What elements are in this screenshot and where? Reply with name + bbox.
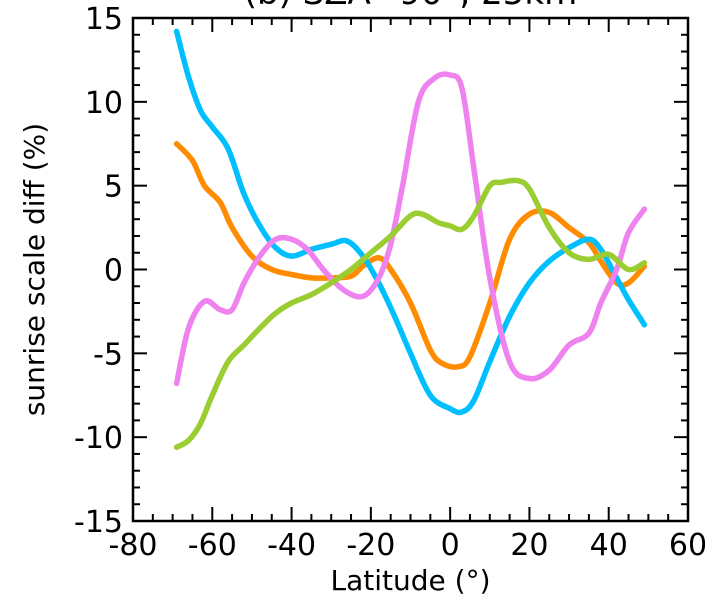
x-tick-label: 0 — [441, 528, 460, 563]
x-tick-label: 40 — [590, 528, 628, 563]
series-layer — [173, 28, 648, 450]
chart-title: (b) SZA=90°, 25km — [244, 0, 578, 13]
x-tick-label: 60 — [669, 528, 707, 563]
y-tick-label: 15 — [85, 2, 123, 37]
y-tick-label: -15 — [74, 505, 123, 540]
x-tick-label: -40 — [267, 528, 316, 563]
y-tick-label: -10 — [74, 421, 123, 456]
series-line-1 — [173, 141, 648, 370]
x-tick-label: -60 — [188, 528, 237, 563]
y-tick-label: 5 — [104, 170, 123, 205]
series-line-4 — [173, 177, 648, 450]
x-tick-label: -80 — [109, 528, 158, 563]
tick-labels: -80 -60 -40 -20 0 20 40 60 -15 -10 -5 0 5 10 15 — [74, 2, 707, 563]
x-tick-label: 20 — [510, 528, 548, 563]
y-tick-label: 0 — [104, 254, 123, 289]
x-axis-label: Latitude (°) — [331, 564, 491, 597]
ticks-layer — [132, 17, 689, 522]
series-line-3 — [173, 71, 648, 387]
series-line-2 — [173, 28, 648, 416]
y-tick-label: 10 — [85, 86, 123, 121]
y-axis-label: sunrise scale diff (%) — [18, 123, 51, 416]
y-tick-label: -5 — [93, 337, 123, 372]
x-tick-label: -20 — [346, 528, 395, 563]
